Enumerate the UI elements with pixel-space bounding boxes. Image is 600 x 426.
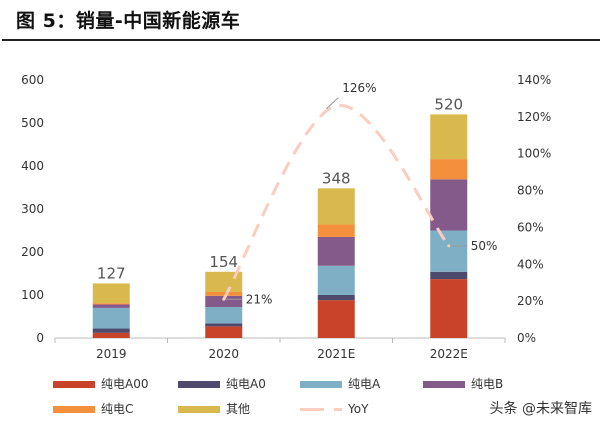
legend-label: 纯电A0	[226, 377, 266, 391]
y2-tick-label: 80%	[517, 184, 544, 198]
bar-segment	[317, 236, 355, 266]
y2-tick-label: 40%	[517, 257, 544, 271]
y-tick-label: 400	[21, 159, 44, 173]
bar-total-label: 348	[322, 169, 351, 187]
bar-segment	[205, 295, 243, 308]
bar-total-label: 127	[97, 264, 126, 282]
y-tick-label: 500	[21, 116, 44, 130]
bar-segment	[430, 230, 468, 272]
legend-item: 纯电A0	[178, 376, 266, 392]
watermark: 头条 @未来智库	[489, 401, 592, 417]
title-divider	[2, 39, 600, 41]
legend-swatch	[423, 380, 465, 388]
legend-label: 其他	[226, 402, 251, 416]
legend-item: YoY	[300, 401, 368, 417]
y2-tick-label: 100%	[517, 147, 551, 161]
figure-title: 图 5：销量-中国新能源车	[16, 10, 241, 32]
y-tick-label: 100	[21, 288, 44, 302]
bar-segment	[430, 179, 468, 231]
bar-segment	[92, 328, 130, 333]
legend-swatch	[53, 380, 95, 388]
y-tick-label: 600	[21, 73, 44, 87]
bar-segment	[430, 271, 468, 280]
legend-item: 纯电A	[300, 376, 380, 392]
legend-item: 其他	[178, 401, 250, 417]
bar-segment	[205, 326, 243, 338]
y2-tick-label: 60%	[517, 220, 544, 234]
bar-segment	[317, 188, 355, 225]
legend-label: 纯电C	[101, 402, 134, 416]
yoy-leader	[325, 97, 339, 110]
bar-segment	[317, 224, 355, 237]
bar-segment	[92, 283, 130, 304]
yoy-point	[447, 244, 451, 248]
legend-item: 纯电A00	[53, 376, 148, 392]
yoy-line	[222, 104, 450, 301]
legend-label: 纯电A00	[101, 377, 149, 391]
bar-segment	[205, 307, 243, 324]
yoy-point	[222, 297, 226, 301]
bar-segment	[430, 279, 468, 338]
legend-label: 纯电A	[348, 377, 381, 391]
legend-swatch	[300, 380, 342, 388]
bar-total-label: 154	[209, 253, 238, 271]
legend-swatch	[53, 405, 95, 413]
bar-segment	[205, 323, 243, 327]
yoy-label: 126%	[342, 81, 376, 95]
bar-segment	[205, 291, 243, 296]
legend-swatch	[178, 405, 220, 413]
bar-segment	[430, 159, 468, 180]
legend-swatch	[300, 407, 342, 411]
legend-label: YoY	[348, 402, 369, 416]
bar-segment	[92, 307, 130, 329]
legend-item: 纯电B	[423, 376, 503, 392]
y-tick-label: 300	[21, 202, 44, 216]
legend-label: 纯电B	[471, 377, 504, 391]
y2-tick-label: 20%	[517, 294, 544, 308]
y2-tick-label: 120%	[517, 110, 551, 124]
bar-segment	[317, 265, 355, 295]
legend-item: 纯电C	[53, 401, 133, 417]
bar-segment	[92, 304, 130, 308]
bar-total-label: 520	[434, 95, 463, 113]
x-tick-label: 2022E	[430, 347, 468, 361]
x-tick-label: 2019	[96, 347, 127, 361]
yoy-label: 50%	[471, 239, 498, 253]
bar-segment	[317, 295, 355, 301]
bar-segment	[205, 271, 243, 292]
bar-segment	[317, 300, 355, 338]
bar-segment	[92, 303, 130, 305]
y2-tick-label: 0%	[517, 331, 536, 345]
y-tick-label: 0	[36, 331, 44, 345]
y-tick-label: 200	[21, 245, 44, 259]
bar-segment	[92, 332, 130, 338]
x-tick-label: 2021E	[317, 347, 355, 361]
bar-segment	[430, 114, 468, 160]
legend-swatch	[178, 380, 220, 388]
x-tick-label: 2020	[208, 347, 239, 361]
y2-tick-label: 140%	[517, 73, 551, 87]
yoy-label: 21%	[246, 292, 273, 306]
